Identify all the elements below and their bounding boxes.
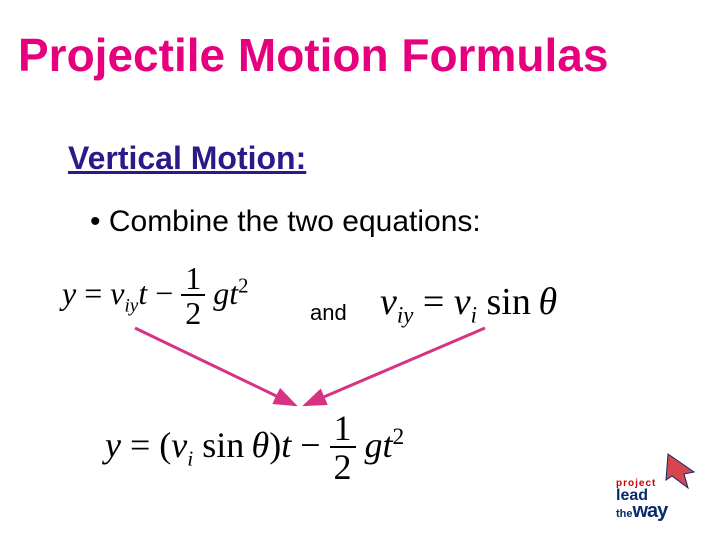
eq1-g: g (213, 275, 229, 311)
eq2-theta: θ (538, 281, 557, 323)
bullet-text: • Combine the two equations: (90, 205, 481, 239)
section-subtitle: Vertical Motion: (68, 140, 306, 177)
eq3-t2: t (383, 425, 393, 465)
eq1-frac-num: 1 (181, 262, 205, 296)
logo-arrow-icon (666, 454, 694, 488)
eq3-theta: θ (252, 425, 270, 465)
eq3-g: g (365, 425, 383, 465)
eq1-v: v (110, 275, 124, 311)
eq3-exp: 2 (393, 424, 405, 450)
eq3-sub-i: i (187, 446, 193, 470)
eq3-sin: sin (202, 425, 244, 465)
eq3-t1: t (281, 425, 291, 465)
eq1-t1: t (138, 275, 147, 311)
eq3-frac-den: 2 (330, 448, 356, 488)
eq1-t2: t (229, 275, 238, 311)
logo-line3-prefix: the (616, 508, 633, 520)
eq1-lhs: y (62, 275, 76, 311)
arrow-right (305, 328, 485, 405)
eq1-exp: 2 (238, 274, 248, 297)
arrow-left (135, 328, 295, 405)
page-title: Projectile Motion Formulas (18, 28, 608, 82)
eq3-v: v (171, 425, 187, 465)
logo-line3-main: way (633, 500, 668, 522)
pltw-logo: project lead theway (616, 450, 698, 522)
eq3-fraction: 1 2 (330, 410, 356, 488)
eq3-frac-num: 1 (330, 410, 356, 448)
eq3-lhs: y (105, 425, 121, 465)
equation-3: y = (vi sin θ)t − 1 2 gt2 (105, 410, 404, 488)
